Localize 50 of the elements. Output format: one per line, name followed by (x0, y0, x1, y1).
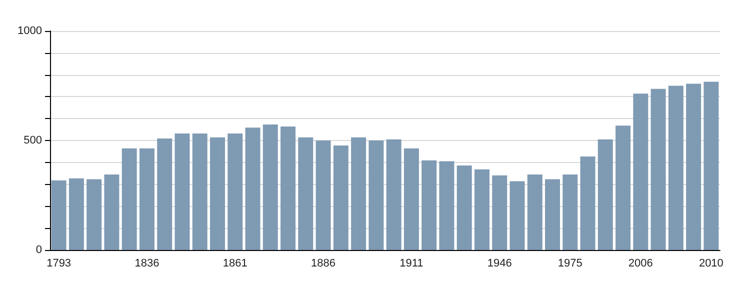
bar (368, 140, 384, 250)
bar (633, 94, 648, 250)
x-tick-label: 1793 (46, 258, 72, 270)
bar (174, 133, 190, 250)
x-tick-label: 1861 (222, 258, 248, 270)
x-tick-label: 1975 (558, 258, 582, 270)
bar (580, 156, 596, 250)
x-tick-label: 1886 (311, 258, 336, 270)
bar (562, 174, 578, 250)
bar (157, 138, 172, 250)
x-tick-label: 1836 (134, 258, 160, 270)
bar (386, 139, 402, 250)
bar (192, 133, 208, 250)
bar (139, 148, 154, 250)
bar (280, 126, 296, 250)
bar (404, 148, 419, 250)
bar (333, 146, 348, 250)
bar (210, 137, 225, 250)
bar (86, 179, 102, 250)
bar (316, 140, 331, 250)
x-tick-label: 2006 (628, 258, 653, 270)
x-tick-label: 1911 (400, 258, 424, 270)
bar (68, 178, 84, 250)
bar (245, 128, 260, 250)
x-tick-label: 2010 (698, 258, 724, 270)
bar (527, 174, 542, 250)
y-tick-label: 1000 (18, 25, 42, 37)
bar (122, 148, 137, 250)
bar (686, 84, 702, 250)
bar (704, 82, 719, 250)
bar (510, 181, 525, 250)
bar (616, 126, 631, 250)
bar (262, 124, 278, 250)
bar (51, 180, 66, 250)
bar (104, 174, 120, 250)
bar (298, 137, 314, 250)
bar (228, 133, 243, 250)
bar (351, 137, 366, 250)
bar (422, 160, 437, 250)
y-tick-label: 500 (24, 134, 42, 146)
bar (650, 88, 666, 250)
bar (668, 86, 684, 250)
bar (439, 161, 454, 250)
y-tick-label: 0 (36, 244, 42, 256)
bar (598, 139, 613, 250)
x-tick-label: 1946 (487, 258, 512, 270)
bar (456, 165, 472, 250)
bar (545, 179, 560, 250)
bar (474, 169, 490, 250)
bar (492, 175, 508, 250)
